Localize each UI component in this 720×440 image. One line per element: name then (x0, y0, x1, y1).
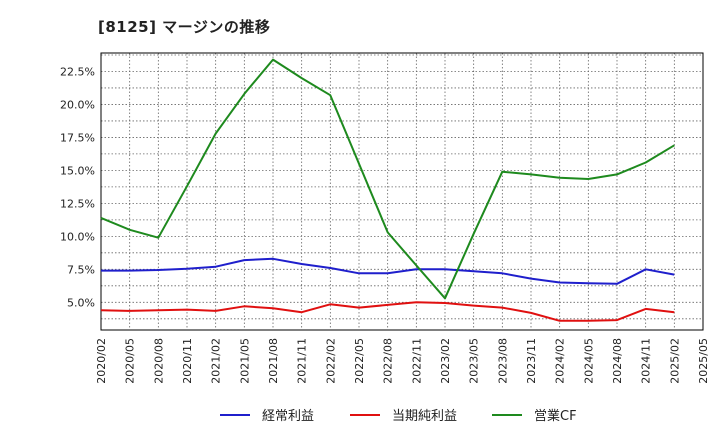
y-tick-label: 5.0% (67, 296, 95, 309)
x-tick-label: 2021/02 (210, 338, 223, 384)
x-tick-label: 2023/11 (525, 338, 538, 384)
x-tick-label: 2021/08 (267, 338, 280, 384)
x-axis-ticks: 2020/02 2020/05 2020/08 2020/11 2021/02 2021/… (95, 338, 710, 384)
chart-title: [8125] マージンの推移 (98, 18, 271, 36)
x-tick-label: 2023/05 (468, 338, 481, 384)
y-tick-label: 15.0% (60, 164, 95, 177)
x-tick-label: 2020/02 (95, 338, 108, 384)
series-line-経常利益 (101, 257, 675, 285)
x-tick-label: 2022/11 (410, 338, 423, 384)
y-tick-label: 7.5% (67, 263, 95, 276)
grid (100, 53, 704, 330)
x-tick-label: 2025/02 (668, 338, 681, 384)
x-tick-label: 2020/08 (152, 338, 165, 384)
y-axis-ticks: 5.0% 7.5% 10.0% 12.5% 15.0% 17.5% 20.0% 22.5% (60, 65, 95, 309)
x-tick-label: 2025/05 (697, 338, 710, 384)
x-tick-label: 2024/11 (640, 338, 653, 384)
y-tick-label: 17.5% (60, 131, 95, 144)
series-lines (100, 58, 675, 322)
y-tick-label: 22.5% (60, 65, 95, 78)
x-tick-label: 2021/05 (238, 338, 251, 384)
y-tick-label: 12.5% (60, 197, 95, 210)
legend-label: 当期純利益 (392, 409, 457, 424)
plot-frame (100, 52, 704, 331)
x-tick-label: 2020/05 (124, 338, 137, 384)
x-tick-label: 2022/02 (324, 338, 337, 384)
x-tick-label: 2022/05 (353, 338, 366, 384)
x-tick-label: 2024/02 (554, 338, 567, 384)
series-line-当期純利益 (100, 301, 675, 322)
x-tick-label: 2022/08 (382, 338, 395, 384)
legend-label: 経常利益 (262, 409, 314, 424)
legend: 経常利益 当期純利益 営業CF (220, 408, 577, 424)
y-tick-label: 10.0% (60, 230, 95, 243)
x-tick-label: 2023/02 (439, 338, 452, 384)
series-line-営業CF (100, 58, 675, 300)
x-tick-label: 2024/08 (611, 338, 624, 384)
legend-label: 営業CF (534, 408, 577, 424)
x-tick-label: 2020/11 (181, 338, 194, 384)
y-tick-label: 20.0% (60, 98, 95, 111)
x-tick-label: 2023/08 (496, 338, 509, 384)
x-tick-label: 2024/05 (582, 338, 595, 384)
x-tick-label: 2021/11 (296, 338, 309, 384)
